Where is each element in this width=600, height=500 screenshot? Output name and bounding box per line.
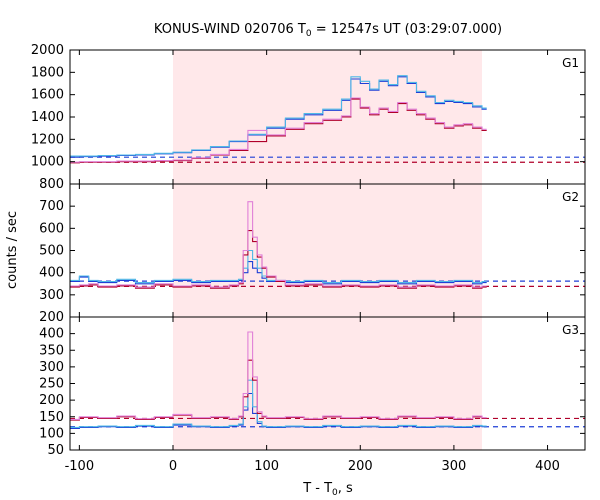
y-tick-label: 200 <box>39 393 64 408</box>
y-tick-label: 250 <box>39 377 64 392</box>
y-tick-label: 600 <box>39 221 64 236</box>
panel-label: G3 <box>562 323 579 337</box>
x-tick-label: 200 <box>348 459 373 474</box>
panel-g2: 200 300 400 500 600 700 G2 <box>39 183 586 325</box>
y-tick-label: 1000 <box>31 155 64 170</box>
x-tick-label: -100 <box>65 459 95 474</box>
series-red <box>70 230 487 289</box>
x-tick-label: 300 <box>441 459 466 474</box>
y-tick-label: 350 <box>39 343 64 358</box>
series-pink <box>70 201 487 288</box>
y-tick-label: 1200 <box>31 132 64 147</box>
y-tick-label: 150 <box>39 410 64 425</box>
y-tick-label: 700 <box>39 199 64 214</box>
series-light_blue <box>70 379 487 428</box>
x-axis-title: T - T0, s <box>302 481 353 498</box>
series-light_blue <box>70 249 487 284</box>
chart-title: KONUS-WIND 020706 T0 = 12547s UT (03:29:… <box>154 22 502 39</box>
y-tick-label: 200 <box>39 310 64 325</box>
y-tick-label: 300 <box>39 288 64 303</box>
x-axis-title-tail: , s <box>338 481 353 496</box>
shaded-interval <box>173 317 482 450</box>
y-tick-label: 1600 <box>31 88 64 103</box>
y-tick-label: 500 <box>39 244 64 259</box>
panel-g1: 800 1000 1200 1400 1600 1800 2000 G1 <box>31 43 586 192</box>
title-tail: = 12547s UT (03:29:07.000) <box>312 22 502 37</box>
x-tick-label: 400 <box>535 459 560 474</box>
series-pink <box>70 331 487 420</box>
y-tick-label: 800 <box>39 177 64 192</box>
x-axis-title-subscript: 0 <box>332 488 338 498</box>
x-tick-label: 100 <box>254 459 279 474</box>
title-main: KONUS-WIND 020706 T <box>154 22 306 37</box>
panel-label: G2 <box>562 190 579 204</box>
y-tick-label: 300 <box>39 360 64 375</box>
panel-label: G1 <box>562 56 579 70</box>
shaded-interval <box>173 184 482 317</box>
title-subscript: 0 <box>306 29 312 39</box>
y-tick-label: 1800 <box>31 65 64 80</box>
y-tick-label: 400 <box>39 327 64 342</box>
y-axis-title: counts / sec <box>5 211 20 289</box>
y-tick-label: 50 <box>47 443 64 458</box>
x-axis-title-main: T - T <box>302 481 332 496</box>
shaded-interval <box>173 50 482 184</box>
x-tick-label: 0 <box>169 459 177 474</box>
series-pink <box>70 97 487 163</box>
series-blue <box>70 261 487 285</box>
y-tick-label: 400 <box>39 266 64 281</box>
y-tick-label: 100 <box>39 426 64 441</box>
panels: 800100012001400160018002000G120030040050… <box>31 43 586 474</box>
y-tick-label: 1400 <box>31 110 64 125</box>
y-tick-label: 2000 <box>31 43 64 58</box>
